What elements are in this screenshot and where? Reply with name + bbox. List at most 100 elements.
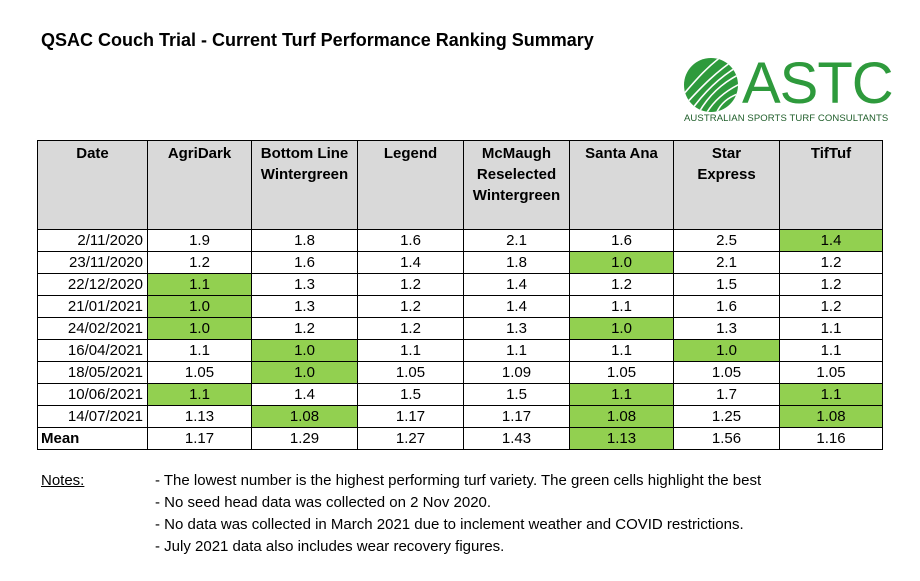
column-header: Santa Ana bbox=[569, 140, 674, 230]
column-header-line: Star bbox=[711, 145, 742, 162]
value-cell: 1.6 bbox=[251, 251, 358, 274]
date-cell: 18/05/2021 bbox=[37, 361, 148, 384]
value-cell: 1.6 bbox=[357, 229, 464, 252]
value-cell: 2.5 bbox=[673, 229, 780, 252]
date-cell: 10/06/2021 bbox=[37, 383, 148, 406]
table-row: 18/05/2021 1.05 1.0 1.05 1.09 1.05 1.05 1.05 bbox=[37, 361, 883, 384]
table-row: 23/11/2020 1.2 1.6 1.4 1.8 1.0 2.1 1.2 bbox=[37, 251, 883, 274]
table-row: 14/07/2021 1.13 1.08 1.17 1.17 1.08 1.25 1.08 bbox=[37, 405, 883, 428]
value-cell: 1.09 bbox=[463, 361, 570, 384]
column-header-line: AgriDark bbox=[167, 145, 232, 162]
value-cell: 1.1 bbox=[779, 383, 883, 406]
value-cell: 1.4 bbox=[463, 273, 570, 296]
value-cell: 1.5 bbox=[673, 273, 780, 296]
value-cell: 1.2 bbox=[357, 317, 464, 340]
value-cell: 1.43 bbox=[463, 427, 570, 450]
value-cell: 1.1 bbox=[147, 339, 252, 362]
page-title: QSAC Couch Trial - Current Turf Performa… bbox=[41, 30, 594, 50]
table-header: Date AgriDark Bottom Line Wintergreen Legend… bbox=[37, 140, 883, 230]
value-cell: 1.7 bbox=[673, 383, 780, 406]
value-cell: 1.3 bbox=[251, 273, 358, 296]
column-header-line: McMaugh bbox=[481, 145, 552, 162]
column-header-line: Wintergreen bbox=[472, 187, 561, 204]
value-cell: 1.1 bbox=[569, 383, 674, 406]
table-row: 2/11/2020 1.9 1.8 1.6 2.1 1.6 2.5 1.4 bbox=[37, 229, 883, 252]
note-item: - No data was collected in March 2021 du… bbox=[155, 516, 744, 533]
value-cell: 1.17 bbox=[147, 427, 252, 450]
mean-row: Mean 1.17 1.29 1.27 1.43 1.13 1.56 1.16 bbox=[37, 427, 883, 450]
value-cell: 1.05 bbox=[357, 361, 464, 384]
value-cell: 1.1 bbox=[357, 339, 464, 362]
value-cell: 1.2 bbox=[251, 317, 358, 340]
value-cell: 1.0 bbox=[673, 339, 780, 362]
column-header: Legend bbox=[357, 140, 464, 230]
value-cell: 1.29 bbox=[251, 427, 358, 450]
value-cell: 1.2 bbox=[779, 295, 883, 318]
date-cell: 21/01/2021 bbox=[37, 295, 148, 318]
notes-label: Notes: bbox=[41, 472, 85, 489]
column-header-line: Reselected bbox=[476, 166, 557, 183]
value-cell: 1.5 bbox=[357, 383, 464, 406]
notes-list: - The lowest number is the highest perfo… bbox=[155, 472, 855, 560]
table-row: 21/01/2021 1.0 1.3 1.2 1.4 1.1 1.6 1.2 bbox=[37, 295, 883, 318]
value-cell: 1.3 bbox=[463, 317, 570, 340]
value-cell: 1.08 bbox=[569, 405, 674, 428]
value-cell: 1.05 bbox=[673, 361, 780, 384]
note-item: - The lowest number is the highest perfo… bbox=[155, 472, 762, 489]
value-cell: 1.0 bbox=[147, 317, 252, 340]
date-cell: 2/11/2020 bbox=[37, 229, 148, 252]
value-cell: 1.2 bbox=[357, 273, 464, 296]
ranking-table: Date AgriDark Bottom Line Wintergreen Legend… bbox=[37, 140, 883, 450]
value-cell: 1.0 bbox=[569, 251, 674, 274]
column-header: McMaugh Reselected Wintergreen bbox=[463, 140, 570, 230]
column-header-line: Santa Ana bbox=[585, 145, 658, 162]
value-cell: 1.17 bbox=[463, 405, 570, 428]
value-cell: 2.1 bbox=[463, 229, 570, 252]
value-cell: 1.2 bbox=[357, 295, 464, 318]
value-cell: 1.3 bbox=[251, 295, 358, 318]
note-item: - July 2021 data also includes wear reco… bbox=[155, 538, 505, 555]
column-header: AgriDark bbox=[147, 140, 252, 230]
date-cell: 23/11/2020 bbox=[37, 251, 148, 274]
value-cell: 1.4 bbox=[779, 229, 883, 252]
value-cell: 1.05 bbox=[569, 361, 674, 384]
value-cell: 1.2 bbox=[779, 251, 883, 274]
value-cell: 1.9 bbox=[147, 229, 252, 252]
value-cell: 1.8 bbox=[251, 229, 358, 252]
column-header-date: Date bbox=[37, 140, 148, 230]
value-cell: 1.25 bbox=[673, 405, 780, 428]
astc-logo: ASTC AUSTRALIAN SPORTS TURF CONSULTANTS bbox=[682, 51, 894, 126]
value-cell: 1.3 bbox=[673, 317, 780, 340]
column-header: TifTuf bbox=[779, 140, 883, 230]
value-cell: 1.17 bbox=[357, 405, 464, 428]
date-cell: 14/07/2021 bbox=[37, 405, 148, 428]
value-cell: 1.4 bbox=[463, 295, 570, 318]
value-cell: 1.1 bbox=[463, 339, 570, 362]
logo-tagline: AUSTRALIAN SPORTS TURF CONSULTANTS bbox=[684, 113, 889, 124]
value-cell: 1.16 bbox=[779, 427, 883, 450]
column-header-line: Legend bbox=[383, 145, 438, 162]
column-header: Bottom Line Wintergreen bbox=[251, 140, 358, 230]
column-header-line: Date bbox=[76, 145, 109, 162]
value-cell: 1.2 bbox=[779, 273, 883, 296]
column-header-line: Bottom Line bbox=[260, 145, 349, 162]
value-cell: 1.1 bbox=[779, 339, 883, 362]
value-cell: 1.5 bbox=[463, 383, 570, 406]
value-cell: 1.1 bbox=[569, 295, 674, 318]
table-row: 16/04/2021 1.1 1.0 1.1 1.1 1.1 1.0 1.1 bbox=[37, 339, 883, 362]
value-cell: 1.6 bbox=[673, 295, 780, 318]
table-row: 22/12/2020 1.1 1.3 1.2 1.4 1.2 1.5 1.2 bbox=[37, 273, 883, 296]
note-item: - No seed head data was collected on 2 N… bbox=[155, 494, 492, 511]
value-cell: 1.13 bbox=[569, 427, 674, 450]
value-cell: 1.1 bbox=[779, 317, 883, 340]
column-header-line: Express bbox=[697, 166, 756, 183]
date-cell: 16/04/2021 bbox=[37, 339, 148, 362]
value-cell: 1.2 bbox=[147, 251, 252, 274]
value-cell: 1.1 bbox=[147, 273, 252, 296]
value-cell: 1.08 bbox=[779, 405, 883, 428]
value-cell: 1.1 bbox=[147, 383, 252, 406]
value-cell: 1.08 bbox=[251, 405, 358, 428]
value-cell: 1.0 bbox=[569, 317, 674, 340]
turf-ball-icon bbox=[684, 58, 738, 112]
table-body: 2/11/2020 1.9 1.8 1.6 2.1 1.6 2.5 1.4 23/11/2020… bbox=[37, 229, 883, 450]
